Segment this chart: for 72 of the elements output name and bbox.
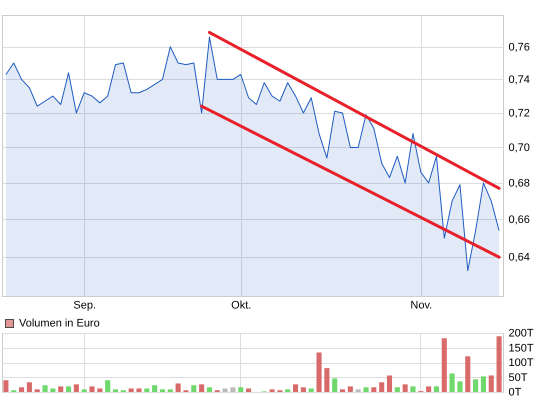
bar <box>285 389 290 392</box>
bar <box>426 386 432 392</box>
bar <box>105 380 110 392</box>
bar <box>50 388 56 392</box>
bar <box>246 388 252 392</box>
bar <box>97 388 102 392</box>
bar <box>230 387 236 392</box>
y-tick-label: 0,66 <box>508 214 530 226</box>
y-tick-label: 100T <box>508 357 534 369</box>
bar <box>89 386 95 392</box>
y-tick-label: 0T <box>508 386 522 398</box>
bar <box>168 389 173 392</box>
bar <box>386 375 392 392</box>
bar <box>450 373 455 392</box>
bar <box>58 386 64 392</box>
bar <box>191 385 196 392</box>
bar <box>199 384 204 392</box>
bar <box>473 379 478 392</box>
bar <box>332 378 338 392</box>
bar <box>128 388 134 392</box>
bar <box>308 388 314 392</box>
bar <box>176 383 181 392</box>
bar <box>238 387 244 392</box>
bar <box>316 352 322 392</box>
bar <box>410 386 416 392</box>
x-tick-label: Sep. <box>73 300 96 312</box>
bar <box>26 382 32 392</box>
bar <box>270 389 275 392</box>
y-tick-label: 0,68 <box>508 177 530 190</box>
bar <box>293 384 298 392</box>
y-tick-label: 0,70 <box>508 142 530 154</box>
y-tick-label: 50T <box>508 372 528 384</box>
bar <box>402 384 408 392</box>
y-tick-label: 0,74 <box>508 74 530 86</box>
bar <box>112 389 118 392</box>
x-tick-label: Okt. <box>231 300 252 312</box>
bar <box>496 336 502 392</box>
bar <box>222 388 228 392</box>
bar <box>144 388 150 392</box>
bar <box>371 387 376 392</box>
bar <box>465 356 470 392</box>
bar <box>3 380 8 392</box>
bar <box>363 387 369 392</box>
bar <box>34 389 40 392</box>
y-tick-label: 0,64 <box>508 252 530 264</box>
bar <box>379 382 384 392</box>
y-tick-label: 150T <box>508 342 534 354</box>
bar <box>340 389 346 392</box>
bar <box>324 368 330 392</box>
bar <box>434 386 440 392</box>
bar <box>66 386 72 392</box>
bar <box>356 389 361 392</box>
bar <box>300 387 306 392</box>
bar <box>42 385 48 392</box>
bar <box>74 384 79 392</box>
y-tick-label: 0,76 <box>508 41 530 54</box>
bar <box>152 385 158 392</box>
y-tick-label: 0,72 <box>508 107 530 120</box>
bar <box>488 375 494 392</box>
bar <box>348 386 353 392</box>
bar <box>394 387 400 392</box>
bar <box>82 389 87 392</box>
x-tick-label: Nov. <box>410 300 432 312</box>
bar <box>19 387 24 392</box>
bar <box>480 376 486 392</box>
y-tick-label: 200T <box>508 328 534 340</box>
bar <box>442 338 447 392</box>
legend-label: Volumen in Euro <box>19 318 100 330</box>
bar <box>457 381 462 392</box>
bar <box>160 389 166 392</box>
bar <box>206 387 212 392</box>
bar <box>136 388 142 392</box>
